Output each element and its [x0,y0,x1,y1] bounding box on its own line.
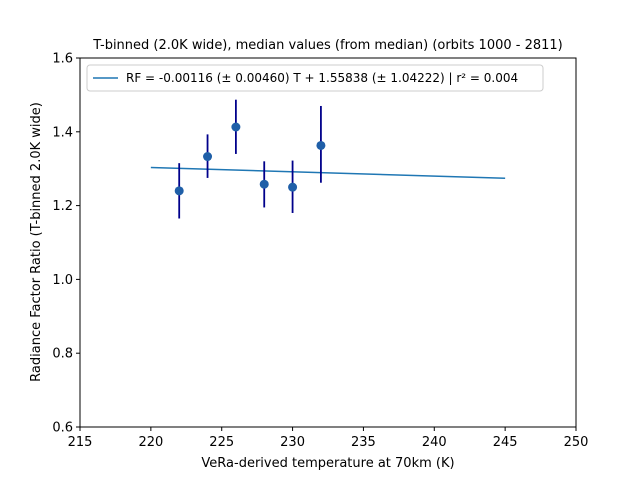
x-axis-label: VeRa-derived temperature at 70km (K) [201,456,454,471]
y-tick-label: 1.6 [52,52,73,67]
x-tick-label: 250 [564,435,589,450]
data-point [231,122,241,132]
data-point [174,186,184,196]
x-tick-label: 215 [68,435,93,450]
y-tick-label: 1.0 [52,273,73,288]
chart-title: T-binned (2.0K wide), median values (fro… [92,38,563,53]
legend-box [86,64,544,92]
x-tick-label: 225 [209,435,234,450]
x-tick-label: 230 [280,435,305,450]
x-tick-label: 245 [493,435,518,450]
y-tick-label: 0.6 [52,421,73,436]
x-axis-ticks: 215 220 225 230 235 240 245 250 [68,427,589,450]
data-point [316,140,326,150]
y-axis-ticks: 0.6 0.8 1.0 1.2 1.4 1.6 [52,52,80,436]
data-point [288,182,298,192]
plot-frame [79,57,577,428]
legend: RF = -0.00116 (± 0.00460) T + 1.55838 (±… [86,64,544,92]
data-point [203,152,213,162]
y-tick-label: 0.8 [52,347,73,362]
fit-line [150,166,506,179]
series-layer [150,99,506,219]
x-tick-label: 220 [138,435,163,450]
y-axis-label: Radiance Factor Ratio (T-binned 2.0K wid… [29,102,44,382]
x-tick-label: 240 [422,435,447,450]
y-tick-label: 1.4 [52,125,73,140]
data-point [259,179,269,189]
x-tick-label: 235 [351,435,376,450]
legend-entry-fit-line: RF = -0.00116 (± 0.00460) T + 1.55838 (±… [126,71,518,85]
y-tick-label: 1.2 [52,199,73,214]
